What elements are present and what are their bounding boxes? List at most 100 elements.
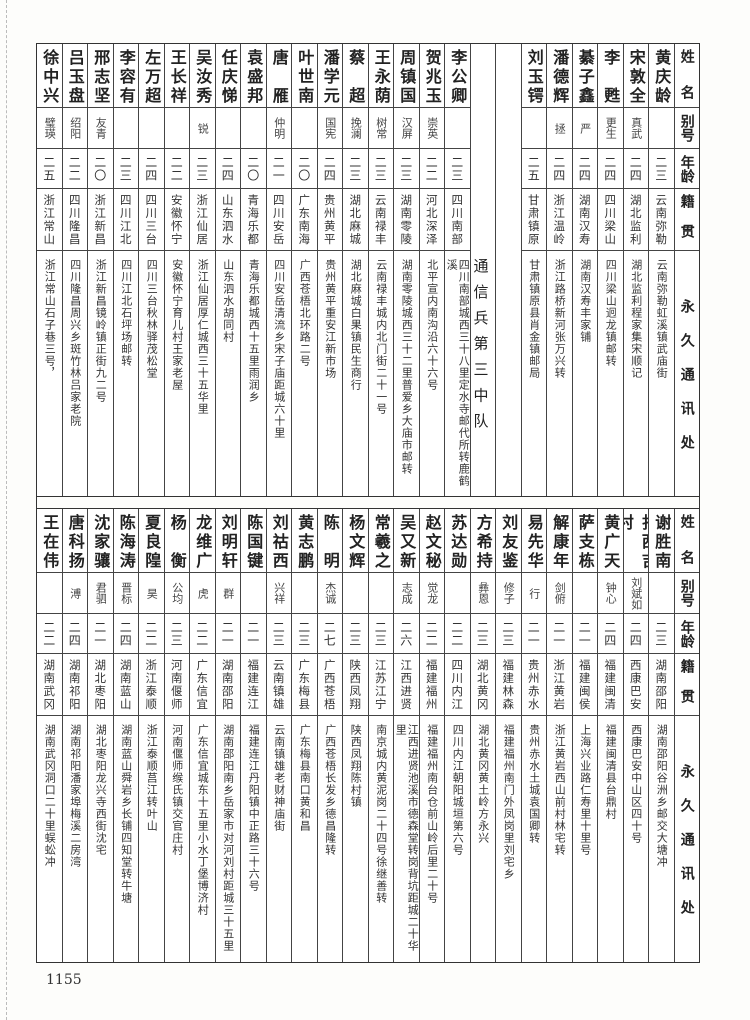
cell-name: 杨衡 — [164, 509, 189, 573]
person-native: 湖南武冈 — [42, 659, 57, 711]
person-row: 唐科扬溥二四 湖南祁阳 湖南祁阳潘家埠梅溪二房湾 — [61, 509, 87, 962]
cell-age: 二一 — [241, 614, 266, 654]
cell-age: 二二 — [419, 614, 444, 654]
page-number: 1155 — [46, 972, 82, 988]
cell-alias: 友青 — [88, 108, 113, 149]
cell-address: 贵州赤水土城袁国卿转 — [522, 716, 547, 962]
person-name: 杨文辉 — [346, 514, 366, 568]
cell-address: 云南弥勒虹溪镇武庙街 — [649, 251, 674, 496]
person-native: 广西苍梧 — [322, 659, 337, 711]
cell-name: 李容有 — [113, 44, 138, 108]
person-age: 二四 — [602, 620, 617, 647]
person-row: 袁盛邦 二〇 青海乐都 青海乐都城西十五里雨润乡 — [240, 44, 266, 496]
header-label-native: 籍贯 — [678, 659, 695, 703]
cell-alias: 真武 — [623, 108, 648, 149]
cell-address: 四川南部城西三十八里定水寺邮代所转鹿鹤溪 — [445, 251, 469, 496]
cell-name: 赵文秘 — [419, 509, 444, 573]
person-native: 四川隆昌 — [67, 194, 82, 246]
person-alias: 树常 — [374, 117, 388, 139]
person-name: 周镇国 — [397, 49, 417, 103]
cell-age: 二四 — [598, 149, 623, 189]
cell-address: 福建闽清县台鼎村 — [598, 716, 623, 962]
cell-name: 周镇国 — [394, 44, 419, 108]
person-row: 李甦 更生 二四 四川梁山 四川梁山迥龙镇邮转 — [597, 44, 623, 496]
cell-native: 湖南蓝山 — [113, 654, 138, 716]
person-name: 王永荫 — [371, 49, 391, 103]
cell-address: 四川梁山迥龙镇邮转 — [598, 251, 623, 496]
person-native: 湖南汉寿 — [577, 194, 592, 246]
person-address: 广东信宜城东十五里小水丁堡博济村 — [196, 724, 210, 916]
cell-age: 二四 — [317, 149, 342, 189]
person-name: 李公卿 — [448, 49, 468, 103]
cell-age: 二四 — [547, 149, 572, 189]
cell-address: 湖北枣阳龙兴寺西街沈宅 — [88, 716, 113, 962]
person-alias: 志成 — [400, 582, 414, 604]
person-age: 二五 — [526, 155, 541, 182]
cell-name: 解康年 — [547, 509, 572, 573]
cell-name: 常羲之 — [368, 509, 393, 573]
person-row: 唐雁 仲明 二一 四川安岳 四川安岳清流乡宋子庙距城六十里 — [265, 44, 291, 496]
cell-address: 四川隆昌周兴乡斑竹林吕家老院 — [63, 251, 88, 496]
person-row: 王在伟 二二 湖南武冈 湖南武冈洞口二十里蜈蚣冲 — [37, 509, 62, 962]
cell-age: 二三 — [164, 614, 189, 654]
cell-name: 叶世南 — [292, 44, 317, 108]
person-native: 福建闽侯 — [577, 659, 592, 711]
cell-alias: 晋标 — [113, 573, 138, 614]
cell-alias — [343, 573, 368, 614]
cell-native: 湖北监利 — [623, 189, 648, 251]
person-name: 徐中兴 — [40, 49, 60, 103]
person-name: 陈国键 — [244, 514, 264, 568]
person-name: 吴又新 — [397, 514, 417, 568]
cell-address: 浙江黄岩西山前村林宅转 — [547, 716, 572, 962]
person-alias: 昊 — [145, 587, 159, 599]
header-cell-age: 年龄 — [674, 614, 699, 654]
cell-native: 山东泗水 — [215, 189, 240, 251]
person-age: 二二 — [41, 620, 56, 647]
cell-age: 二五 — [521, 149, 546, 189]
person-name: 苏达勋 — [448, 514, 468, 568]
person-alias: 晋标 — [119, 582, 133, 604]
cell-age: 二二 — [164, 149, 189, 189]
person-alias: 锐 — [196, 122, 210, 134]
person-age: 二三 — [500, 620, 515, 647]
cell-native: 四川三台 — [139, 189, 164, 251]
cell-alias: 锐 — [190, 108, 215, 149]
person-native: 云南禄丰 — [373, 194, 388, 246]
cell-address: 福建福州南门外凤岗里刘宅乡 — [496, 716, 521, 962]
person-name: 邢志坚 — [91, 49, 111, 103]
header-label-alias: 别号 — [678, 579, 695, 607]
person-address: 四川江北石坪场邮转 — [119, 259, 133, 367]
person-age: 二三 — [347, 155, 362, 182]
person-row: 夏良隍昊二二 浙江泰顺 浙江泰顺莒江转叶山 — [138, 509, 164, 962]
cell-age: 二四 — [113, 614, 138, 654]
cell-alias: 璧瑛 — [37, 108, 62, 149]
cell-address: 湖南邵阳谷洲乡邮交大塘冲 — [649, 716, 674, 962]
cell-name: 任庆悌 — [215, 44, 240, 108]
cell-age: 二〇 — [88, 149, 113, 189]
cell-native: 浙江黄岩 — [547, 654, 572, 716]
person-address: 贵州赤水土城袁国卿转 — [527, 724, 541, 844]
person-address: 上海兴业路仁寿里十里号 — [578, 724, 592, 856]
cell-address: 青海乐都城西十五里雨润乡 — [241, 251, 266, 496]
person-alias: 钟心 — [604, 582, 618, 604]
cell-address: 湖北麻城白果镇民生商行 — [343, 251, 368, 496]
person-address: 福建福州南门外凤岗里刘宅乡 — [502, 724, 516, 880]
cell-alias — [139, 108, 164, 149]
cell-address: 四川三台秋林驿茂松堂 — [139, 251, 164, 496]
header-label-alias: 别号 — [678, 114, 695, 142]
cell-address: 浙江新昌镜岭镇正街九二号 — [88, 251, 113, 496]
person-age: 二一 — [526, 620, 541, 647]
cell-native: 安徽怀宁 — [164, 189, 189, 251]
person-age: 二二 — [143, 620, 158, 647]
person-alias: 群 — [221, 587, 235, 599]
cell-alias: 钟心 — [598, 573, 623, 614]
cell-address: 甘肃镇原县肖金镇邮局 — [522, 251, 547, 496]
person-alias: 刘斌如 — [629, 576, 643, 610]
cell-alias: 彝恩 — [470, 573, 495, 614]
person-age: 二七 — [322, 620, 337, 647]
cell-name: 唐雁 — [266, 44, 291, 108]
person-row: 蔡超 挽澜 二三 湖北麻城 湖北麻城白果镇民生商行 — [342, 44, 368, 496]
cell-alias — [445, 573, 470, 614]
person-address: 云南弥勒虹溪镇武庙街 — [655, 259, 669, 379]
cell-alias: 仲明 — [266, 108, 291, 149]
